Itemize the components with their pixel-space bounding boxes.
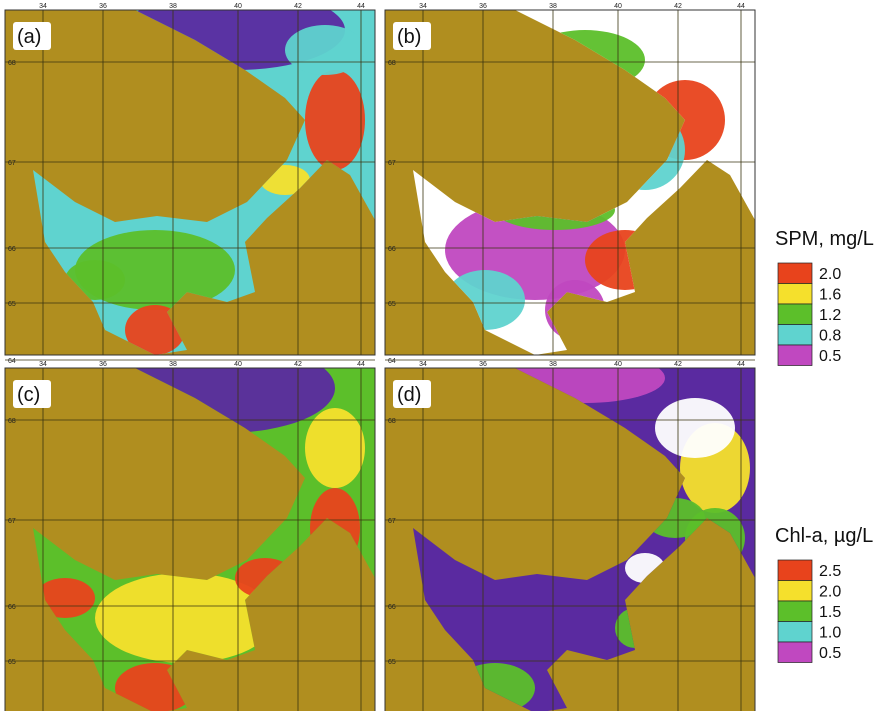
lat-tick: 66 [388,246,396,253]
lon-tick: 44 [357,3,365,10]
lat-tick: 66 [8,604,16,611]
lon-tick: 40 [234,3,242,10]
legend-swatch [778,325,812,346]
lat-tick: 67 [388,160,396,167]
lon-tick: 38 [549,3,557,10]
lon-tick: 42 [294,3,302,10]
legend-swatch [778,642,812,663]
legend-value: 2.0 [819,584,841,601]
lat-tick: 67 [8,518,16,525]
lat-tick: 68 [388,60,396,67]
lat-tick: 67 [8,160,16,167]
lon-tick: 44 [737,361,745,368]
lon-tick: 42 [674,361,682,368]
panel-label: (a) [17,26,41,48]
legend: SPM, mg/L 2.0 1.6 1.2 0.8 0.5 [775,228,874,366]
lon-tick: 44 [737,3,745,10]
panel-label: (b) [397,26,421,48]
legend-value: 1.2 [819,307,841,324]
lat-tick: 65 [388,301,396,308]
sea-patch [305,70,365,170]
legend-value: 1.5 [819,604,841,621]
legend-value: 1.6 [819,287,841,304]
legend-value: 2.0 [819,266,841,283]
map-panel: 34 36 38 40 42 44 68 67 66 65 64 (b) [385,3,755,365]
panel-label: (d) [397,384,421,406]
map-panel: 34 36 38 40 42 44 68 67 66 65 64 (d) [385,353,755,711]
legend-title: SPM, mg/L [775,228,874,250]
lat-tick: 66 [388,604,396,611]
legend-swatch [778,284,812,305]
lon-tick: 42 [674,3,682,10]
legend-swatch [778,263,812,284]
lon-tick: 40 [234,361,242,368]
lon-tick: 38 [169,361,177,368]
legend-value: 0.8 [819,328,841,345]
map-panel: 34 36 38 40 42 44 68 67 66 65 64 (a) [5,0,375,365]
lon-tick: 34 [419,3,427,10]
lat-tick: 64 [8,358,16,365]
lon-tick: 36 [99,3,107,10]
lat-tick: 68 [8,418,16,425]
lat-tick: 64 [388,358,396,365]
lat-tick: 68 [388,418,396,425]
lon-tick: 36 [479,3,487,10]
lon-tick: 36 [99,361,107,368]
legend-swatch [778,560,812,581]
lon-tick: 38 [169,3,177,10]
legend-swatch [778,345,812,366]
legend-swatch [778,622,812,643]
lon-tick: 34 [419,361,427,368]
lat-tick: 68 [8,60,16,67]
legend-swatch [778,601,812,622]
lat-tick: 66 [8,246,16,253]
lon-tick: 44 [357,361,365,368]
legend-swatch [778,304,812,325]
legend: Chl-a, µg/L 2.5 2.0 1.5 1.0 0.5 [775,525,873,663]
sea-patch [655,398,735,458]
lon-tick: 38 [549,361,557,368]
legend-value: 0.5 [819,348,841,365]
legend-value: 2.5 [819,563,841,580]
lon-tick: 42 [294,361,302,368]
lon-tick: 40 [614,3,622,10]
legend-title: Chl-a, µg/L [775,525,873,547]
panel-label: (c) [17,384,40,406]
lon-tick: 40 [614,361,622,368]
lat-tick: 67 [388,518,396,525]
lat-tick: 65 [8,301,16,308]
lon-tick: 34 [39,3,47,10]
lon-tick: 34 [39,361,47,368]
legend-value: 1.0 [819,625,841,642]
sea-patch [285,25,365,75]
lon-tick: 36 [479,361,487,368]
lat-tick: 65 [388,659,396,666]
map-panel: 34 36 38 40 42 44 68 67 66 65 64 (c) [5,343,375,711]
figure: 34 36 38 40 42 44 68 67 66 65 64 (a) 34 36 38 40 42 44 68 6… [0,0,896,711]
legend-value: 0.5 [819,645,841,662]
legend-swatch [778,581,812,602]
lat-tick: 65 [8,659,16,666]
